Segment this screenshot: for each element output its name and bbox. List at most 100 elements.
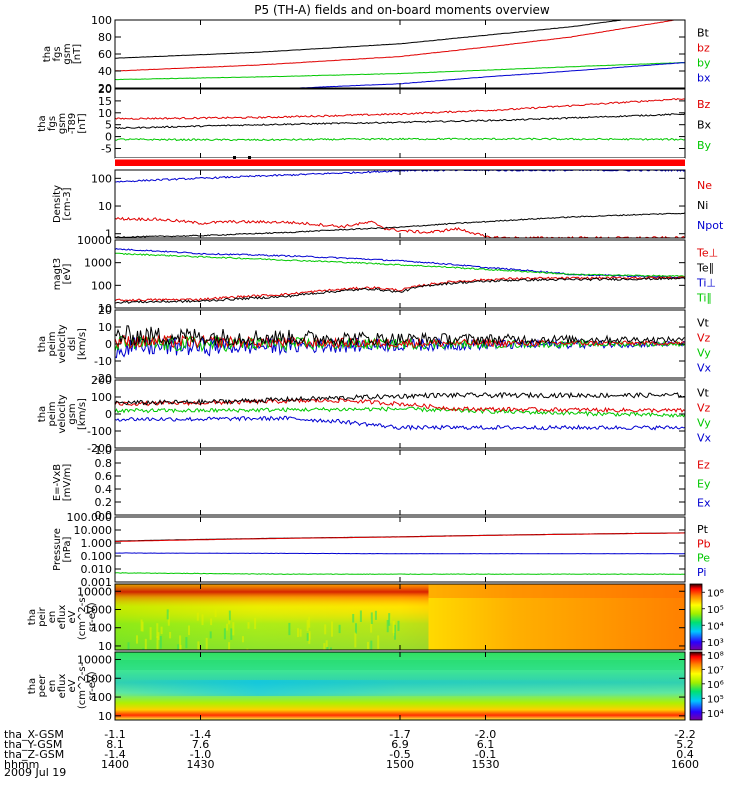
y-tick-label: 5: [105, 119, 112, 132]
spectrogram-energy-band: [428, 584, 685, 598]
y-tick-label: 0.8: [95, 457, 113, 470]
y-axis-label: tha peim velocity dsl [km/s]: [37, 324, 88, 363]
series-green-line: [115, 572, 685, 575]
y-axis-label-line: eflux: [57, 674, 68, 699]
spectrogram-cell: [359, 610, 362, 622]
legend-entry: Ez: [697, 459, 710, 472]
y-tick-label: 0.0: [95, 509, 113, 522]
series-green-line: [115, 252, 685, 278]
y-axis-label-line: eV: [67, 679, 78, 692]
spectrogram-cell: [308, 616, 311, 628]
y-axis-label: magt3 [eV]: [52, 258, 73, 291]
y-tick-label: 0.100: [81, 550, 113, 563]
y-tick-label: -10: [94, 355, 112, 368]
y-axis-label-line: peim: [47, 401, 58, 426]
legend-entry: By: [697, 139, 712, 152]
y-tick-label: 0.6: [95, 470, 113, 483]
x-axis-row-value: -0.1: [475, 748, 496, 761]
y-tick-label: 40: [98, 65, 112, 78]
x-axis-labels: tha_X-GSM -1.1 -1.4 -1.7 -2.0 -2.2 tha_Y-GSM 8.…: [4, 728, 699, 771]
x-axis-row-value: 1530: [472, 758, 500, 771]
y-axis-label-line: (cm^2-s-: [77, 662, 88, 709]
legend-entry: Pe: [697, 552, 710, 565]
colorbar-tick-label: 10³: [707, 638, 724, 649]
y-tick-label: 0.2: [95, 496, 113, 509]
x-axis-row-value: -1.4: [190, 728, 211, 741]
panel-fgs: 20 40 60 80 100 tha fgs gsm [nT] Bt bz by bx: [42, 14, 711, 95]
date-label: 2009 Jul 19: [4, 766, 66, 779]
y-tick-label: 0: [105, 408, 112, 421]
spectrogram-cell: [242, 636, 244, 643]
y-axis-label-line: peer: [37, 674, 48, 698]
spectrogram-cell: [136, 635, 138, 644]
y-tick-label: 1000: [84, 672, 112, 685]
legend-entry: Ne: [697, 179, 712, 192]
spectrogram-cell: [386, 620, 389, 633]
legend-entry: Vy: [697, 347, 711, 360]
spectrogram-cell: [230, 628, 233, 640]
y-tick-label: 20: [98, 83, 112, 96]
colorbar-tick-label: 10⁷: [707, 665, 724, 676]
spectrogram-cell: [228, 642, 231, 650]
y-axis-label-line: E=-VxB: [52, 464, 63, 501]
y-axis-label-line: fgs: [47, 116, 58, 131]
series-black-line: [115, 325, 685, 347]
spectrogram-cell: [228, 610, 231, 621]
y-axis-label-line: eflux: [57, 605, 68, 630]
y-tick-label: 10: [98, 710, 112, 723]
x-axis-row-value: -2.0: [475, 728, 496, 741]
y-axis-label-line: sr-eV): [87, 602, 98, 631]
series-lines-pressure: [115, 532, 685, 575]
y-axis-label-line: en: [47, 680, 58, 693]
series-lines-peim_gsm: [115, 391, 685, 431]
x-axis-row-value: -0.5: [389, 748, 410, 761]
spectrogram-cell: [201, 614, 204, 626]
y-tick-label: 200: [91, 374, 112, 387]
y-axis-label-line: tha: [37, 406, 48, 422]
chart-title: P5 (TH-A) fields and on-board moments ov…: [254, 3, 550, 17]
series-blue-line: [115, 552, 685, 555]
spectrogram-cell: [297, 628, 299, 637]
y-tick-label: 100.000: [67, 511, 113, 524]
spectrogram-cell: [325, 640, 328, 648]
legend-entry: Te⊥: [696, 247, 718, 260]
spectrogram-cell: [352, 614, 355, 623]
y-tick-label: -5: [101, 142, 112, 155]
x-axis-row-value: -2.2: [674, 728, 695, 741]
spectrogram-cell: [179, 635, 182, 650]
x-axis-row-value: 5.2: [676, 738, 694, 751]
spectrogram-cell: [308, 632, 311, 644]
spectrogram-cell: [394, 624, 396, 640]
y-axis-label-line: dsl: [67, 337, 78, 351]
y-tick-label: 0.010: [81, 563, 113, 576]
x-axis-row-value: 1400: [101, 758, 129, 771]
legend-entry: Vz: [697, 402, 711, 415]
x-axis-row-value: 8.1: [106, 738, 124, 751]
spectrogram-cell: [196, 612, 199, 621]
y-axis-label: tha peer en eflux eV (cm^2-s-sr-eV): [27, 662, 98, 709]
y-tick-label: 80: [98, 31, 112, 44]
spectrogram-energy-band: [115, 680, 685, 696]
y-tick-label: 0: [105, 131, 112, 144]
y-tick-label: 10: [98, 302, 112, 315]
spectrogram-cell: [166, 609, 169, 620]
colorbar-peer_spec: [689, 651, 703, 721]
y-axis-label-line: magt3: [52, 258, 63, 291]
series-red-line: [115, 216, 685, 238]
x-axis-row-label: hhmm: [4, 758, 39, 771]
series-blue-line: [115, 336, 685, 359]
series-red-line: [115, 276, 685, 302]
y-tick-label: 1000: [84, 603, 112, 616]
y-tick-label: 20: [98, 82, 112, 95]
y-tick-label: 1000: [84, 257, 112, 270]
y-tick-label: 0: [105, 338, 112, 351]
y-axis-label-line: [mV/m]: [62, 464, 73, 502]
spectrogram-cell: [226, 623, 229, 631]
spectrogram-cell: [288, 622, 291, 636]
spectrogram-cell: [197, 641, 200, 650]
spectrogram-cell: [355, 623, 357, 634]
